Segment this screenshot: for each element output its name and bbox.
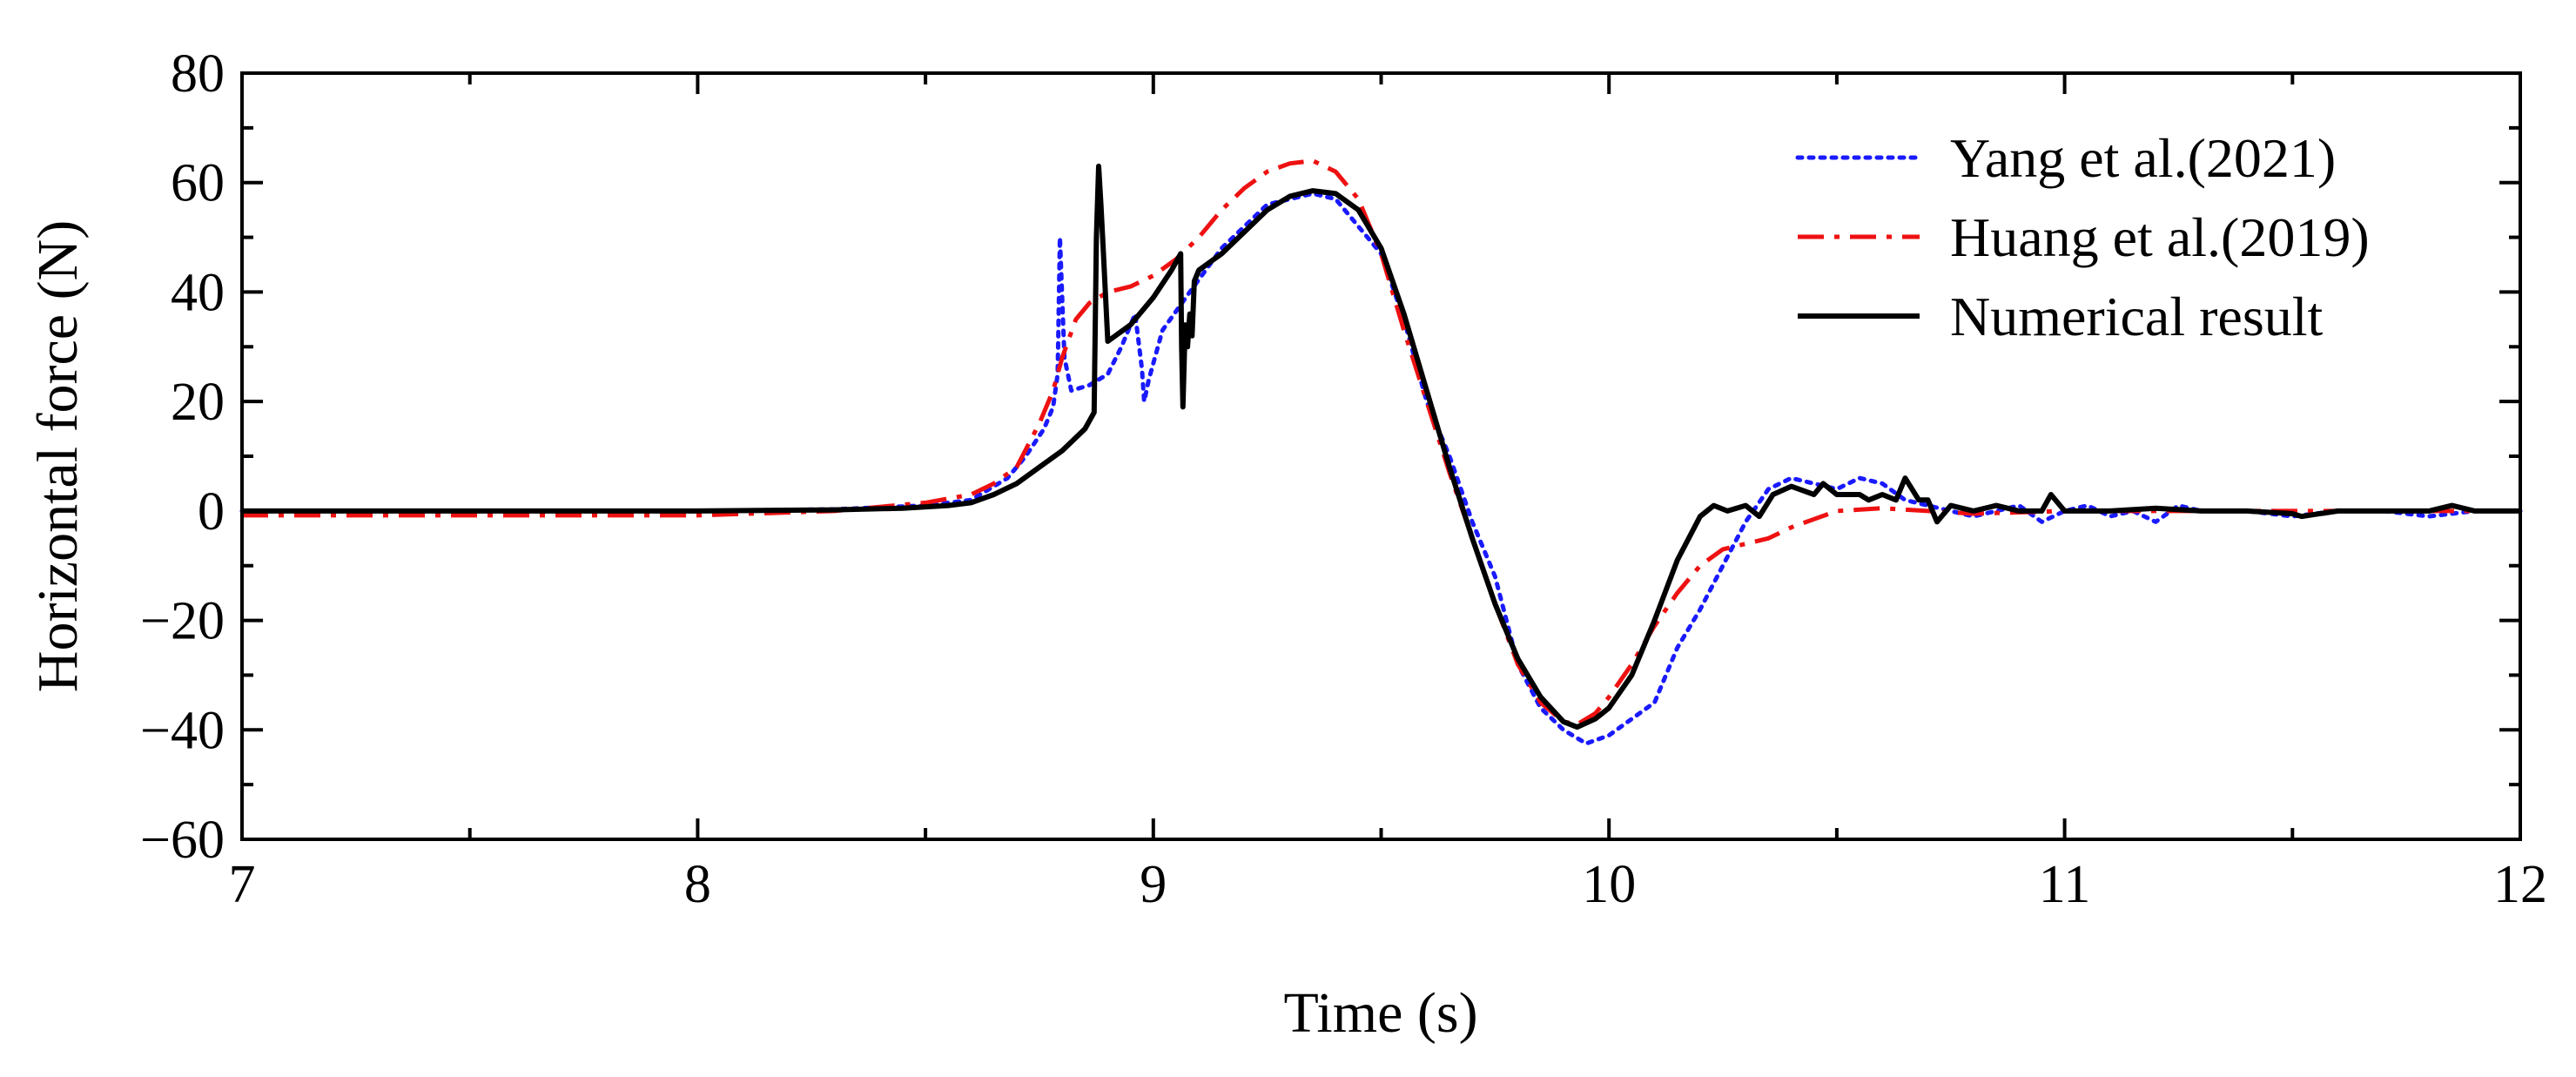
y-tick-label: 80 bbox=[171, 44, 225, 104]
series-line-2 bbox=[242, 158, 2520, 727]
x-tick-label: 7 bbox=[229, 855, 256, 914]
legend-label-3: Numerical result bbox=[1950, 286, 2324, 347]
y-tick-labels: −60 −40 −20 0 20 40 60 80 bbox=[140, 44, 225, 870]
x-tick-label: 12 bbox=[2493, 855, 2547, 914]
y-tick-label: −20 bbox=[140, 592, 225, 651]
x-tick-label: 10 bbox=[1582, 855, 1636, 914]
y-tick-label: 40 bbox=[171, 263, 225, 322]
series-layer bbox=[239, 158, 2523, 746]
tick-layer bbox=[240, 71, 2522, 841]
x-axis-title: Time (s) bbox=[1283, 981, 1477, 1045]
x-tick-label: 8 bbox=[684, 855, 711, 914]
series-line-3 bbox=[242, 163, 2520, 730]
y-tick-label: −40 bbox=[140, 701, 225, 760]
y-tick-label: −60 bbox=[140, 811, 225, 870]
y-tick-label: 20 bbox=[171, 373, 225, 432]
x-tick-label: 9 bbox=[1140, 855, 1167, 914]
legend-label-1: Yang et al.(2021) bbox=[1950, 127, 2336, 189]
series-line-1 bbox=[239, 191, 2523, 746]
x-tick-label: 11 bbox=[2039, 855, 2091, 914]
x-tick-labels: 7 8 9 10 11 12 bbox=[229, 855, 2548, 914]
y-axis-title: Horizontal force (N) bbox=[26, 220, 90, 692]
y-tick-label: 60 bbox=[171, 154, 225, 213]
y-tick-label: 0 bbox=[198, 482, 225, 542]
legend-label-2: Huang et al.(2019) bbox=[1950, 206, 2370, 268]
legend: Yang et al.(2021) Huang et al.(2019) Numer… bbox=[1795, 127, 2370, 347]
